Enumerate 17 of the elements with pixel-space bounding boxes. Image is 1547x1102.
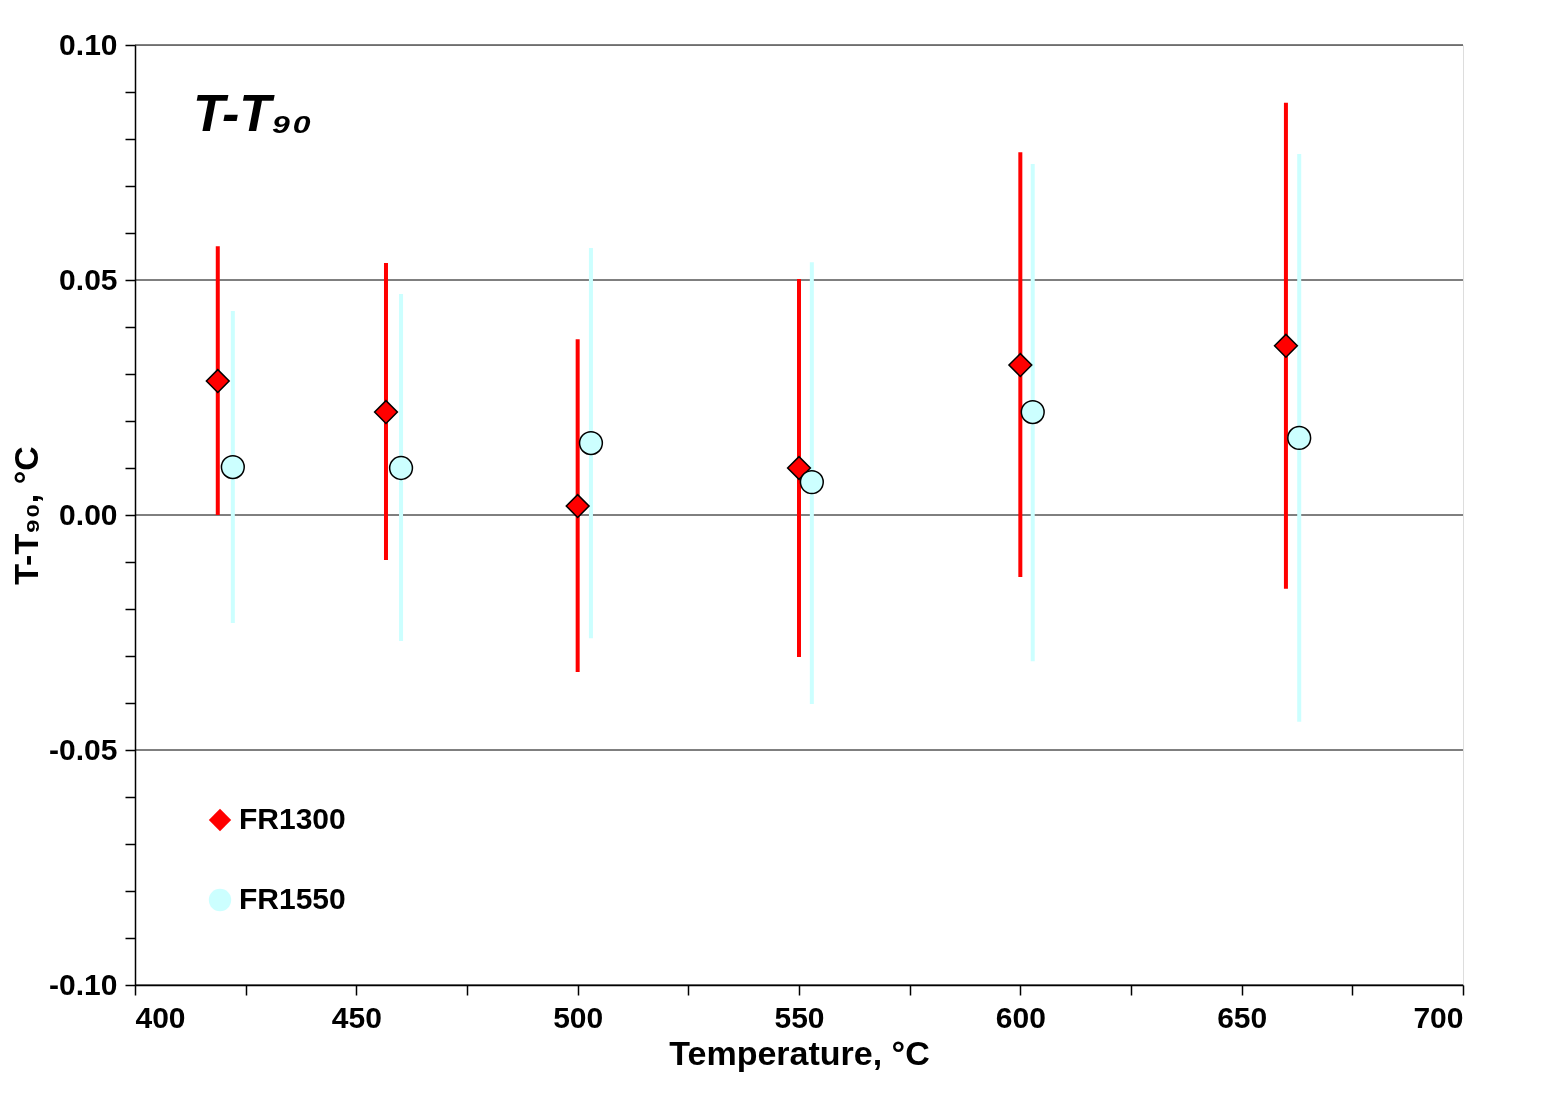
legend-label: FR1300 bbox=[239, 802, 346, 835]
y-tick-label: -0.10 bbox=[49, 967, 118, 1001]
x-tick-label: 500 bbox=[553, 1000, 604, 1034]
x-tick-label: 400 bbox=[135, 1000, 186, 1034]
x-axis-title: Temperature, °C bbox=[669, 1033, 930, 1072]
legend-label: FR1550 bbox=[239, 882, 346, 915]
annotation: T-T₉₀ bbox=[193, 84, 312, 142]
x-tick-label: 600 bbox=[995, 1000, 1046, 1034]
x-tick-label: 650 bbox=[1217, 1000, 1268, 1034]
y-tick-label: -0.05 bbox=[49, 732, 118, 766]
y-tick-label: 0.00 bbox=[59, 497, 118, 531]
x-tick-label: 450 bbox=[331, 1000, 382, 1034]
y-axis-title: T-T₉₀, °C bbox=[7, 446, 46, 585]
x-tick-label: 700 bbox=[1413, 1000, 1464, 1034]
x-tick-label: 550 bbox=[774, 1000, 825, 1034]
y-tick-label: 0.10 bbox=[59, 27, 118, 61]
y-tick-label: 0.05 bbox=[59, 262, 118, 296]
